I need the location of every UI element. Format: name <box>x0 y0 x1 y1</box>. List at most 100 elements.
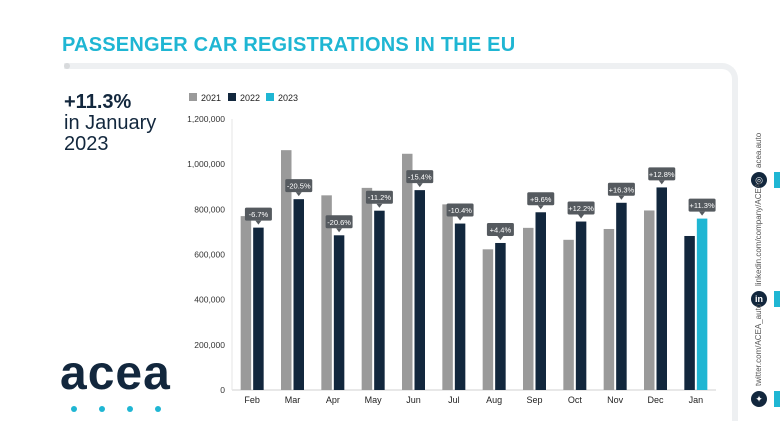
data-label: -6.7% <box>249 210 269 219</box>
annotation-box <box>446 203 474 217</box>
y-tick-label: 400,000 <box>194 295 225 305</box>
accent-bar-linkedin <box>774 291 780 307</box>
decorative-frame <box>64 63 738 421</box>
annotation-box <box>325 215 353 229</box>
page-title: PASSENGER CAR REGISTRATIONS IN THE EU <box>62 34 516 56</box>
twitter-text[interactable]: twitter.com/ACEA_auto <box>754 303 763 386</box>
y-tick-label: 600,000 <box>194 250 225 260</box>
headline-value: +11.3% <box>64 91 132 113</box>
annotation-box <box>688 198 716 212</box>
annotation-pointer <box>295 192 302 197</box>
bar-2021 <box>442 204 453 390</box>
annotation-box <box>527 192 555 206</box>
x-tick-label: Sep <box>526 395 542 405</box>
website-text[interactable]: acea.auto <box>754 132 763 168</box>
data-label: +16.3% <box>609 185 635 194</box>
annotation-box <box>244 207 272 221</box>
linkedin-text[interactable]: linkedin.com/company/ACEA/ <box>754 180 763 286</box>
x-tick-label: Oct <box>568 395 583 405</box>
annotation-pointer <box>618 195 625 200</box>
bar-2022 <box>616 202 627 390</box>
annotation-box <box>406 170 434 184</box>
annotation-box <box>365 190 393 204</box>
annotation-pointer <box>416 183 423 188</box>
x-tick-label: Jul <box>448 395 460 405</box>
y-tick-label: 1,000,000 <box>187 159 225 169</box>
bar-2022 <box>374 210 385 390</box>
data-label: -11.2% <box>368 193 392 202</box>
bar-2021 <box>523 227 534 390</box>
headline-block: +11.3% in January 2023 <box>64 92 156 155</box>
bar-2022 <box>535 212 546 390</box>
annotation-pointer <box>376 203 383 208</box>
annotation-box <box>486 222 514 236</box>
x-tick-label: Jan <box>689 395 704 405</box>
bar-2021 <box>281 150 292 390</box>
bar-2021 <box>563 239 574 390</box>
bar-2021 <box>361 187 373 390</box>
x-tick-label: Apr <box>326 395 340 405</box>
bar-2022 <box>333 235 345 390</box>
annotation-pointer <box>658 180 665 185</box>
x-tick-label: May <box>365 395 383 405</box>
chart-legend: 2021 2022 2023 <box>189 93 298 103</box>
bar-2022 <box>293 199 304 390</box>
y-tick-label: 800,000 <box>194 204 225 214</box>
bar-2023 <box>696 218 708 390</box>
annotation-pointer <box>699 211 706 216</box>
bar-2022 <box>253 227 264 390</box>
legend-label-2021: 2021 <box>201 93 221 103</box>
bar-2022 <box>684 235 695 390</box>
x-tick-label: Mar <box>285 395 301 405</box>
bar-2022 <box>454 223 466 390</box>
y-tick-label: 200,000 <box>194 340 225 350</box>
y-tick-label: 0 <box>220 385 225 395</box>
data-label: -20.6% <box>327 218 351 227</box>
annotation-pointer <box>578 214 585 219</box>
acea-logo: acea <box>60 347 171 400</box>
bar-2022 <box>575 221 587 390</box>
data-label: +12.8% <box>649 170 675 179</box>
bar-2022 <box>414 190 425 390</box>
twitter-icon[interactable]: ✦ <box>751 391 767 407</box>
annotation-pointer <box>457 216 464 221</box>
headline-line3: 2023 <box>64 133 109 155</box>
x-tick-label: Dec <box>647 395 664 405</box>
x-tick-label: Nov <box>607 395 624 405</box>
data-label: +9.6% <box>530 195 552 204</box>
y-tick-label: 1,200,000 <box>187 114 225 124</box>
annotation-box <box>607 182 635 196</box>
globe-icon[interactable]: ◎ <box>751 172 767 188</box>
bar-2022 <box>495 242 506 390</box>
headline-line2: in January <box>64 112 157 134</box>
data-label: +11.3% <box>690 201 715 210</box>
legend-label-2023: 2023 <box>278 93 298 103</box>
legend-swatch-2022 <box>228 93 236 101</box>
data-label: -15.4% <box>408 173 432 182</box>
accent-bar-twitter <box>774 391 780 407</box>
bar-2021 <box>240 216 252 390</box>
bar-2022 <box>656 187 667 390</box>
linkedin-icon[interactable]: in <box>751 291 767 307</box>
annotation-pointer <box>537 205 544 210</box>
data-label: -20.5% <box>287 182 311 191</box>
accent-bar-website <box>774 172 780 188</box>
annotation-pointer <box>497 235 504 240</box>
logo-dots <box>71 406 161 412</box>
data-label: +4.4% <box>490 225 512 234</box>
bar-2021 <box>402 153 413 390</box>
x-tick-label: Feb <box>244 395 260 405</box>
x-tick-label: Jun <box>406 395 421 405</box>
frame-dot <box>64 63 70 69</box>
legend-swatch-2023 <box>266 93 274 101</box>
legend-label-2022: 2022 <box>240 93 260 103</box>
bar-2021 <box>644 210 655 390</box>
bar-2021 <box>482 249 494 390</box>
annotation-box <box>285 179 313 193</box>
annotation-box <box>567 201 595 215</box>
legend-swatch-2021 <box>189 93 197 101</box>
data-label: -10.4% <box>448 206 472 215</box>
data-label: +12.2% <box>568 204 594 213</box>
annotation-pointer <box>336 228 343 233</box>
